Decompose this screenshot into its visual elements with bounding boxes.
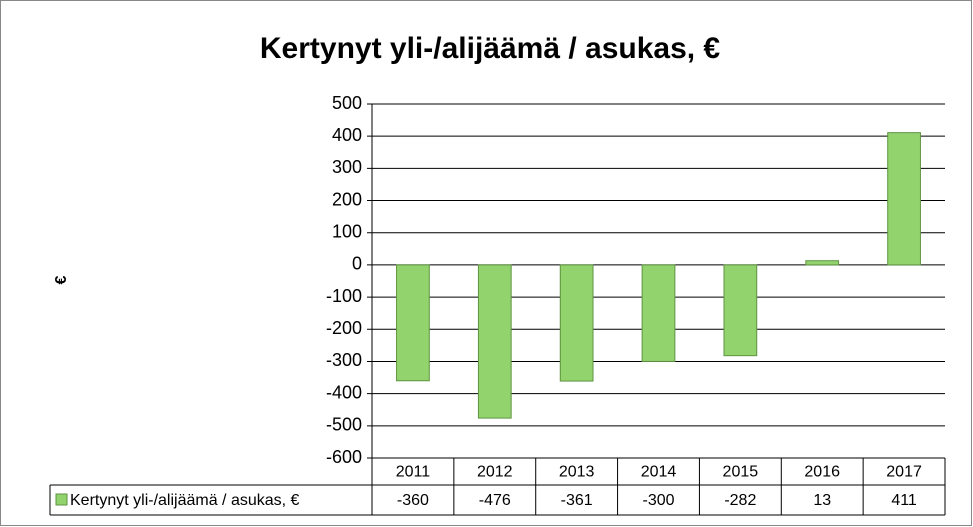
y-tick-label: -400 [326,382,362,402]
y-tick-label: 100 [332,221,362,241]
legend-key [55,493,68,506]
x-tick-label: 2017 [886,464,922,481]
y-tick-label: -300 [326,350,362,370]
legend-label: Kertynyt yli-/alijäämä / asukas, € [70,492,300,509]
table-value: 411 [891,492,917,509]
x-tick-label: 2011 [396,464,431,481]
bar [723,264,758,357]
y-tick-label: 0 [352,254,362,274]
x-tick-label: 2014 [641,464,677,481]
y-tick-label: -600 [326,447,362,467]
bar [559,264,594,382]
table-value: 13 [813,492,831,509]
bar [805,260,840,266]
y-tick-label: 200 [332,189,362,209]
table-value: -360 [397,492,429,509]
table-value: -300 [642,492,674,509]
y-tick-label: 400 [332,125,362,145]
x-tick-label: 2012 [477,464,513,481]
table-value: -476 [479,492,511,509]
chart-title: Kertynyt yli-/alijäämä / asukas, € [260,32,721,65]
y-tick-label: -500 [326,415,362,435]
y-tick-label: -200 [326,318,362,338]
x-tick-label: 2015 [723,464,759,481]
x-tick-label: 2016 [804,464,840,481]
x-tick-label: 2013 [559,464,595,481]
table-value: -282 [724,492,756,509]
y-tick-label: -100 [326,286,362,306]
y-tick-label: 300 [332,157,362,177]
bar [887,132,921,266]
bar [641,264,676,362]
bar [477,264,512,419]
table-value: -361 [561,492,593,509]
y-axis-label: € [53,275,70,284]
y-tick-label: 500 [332,93,362,113]
bar [396,264,430,382]
